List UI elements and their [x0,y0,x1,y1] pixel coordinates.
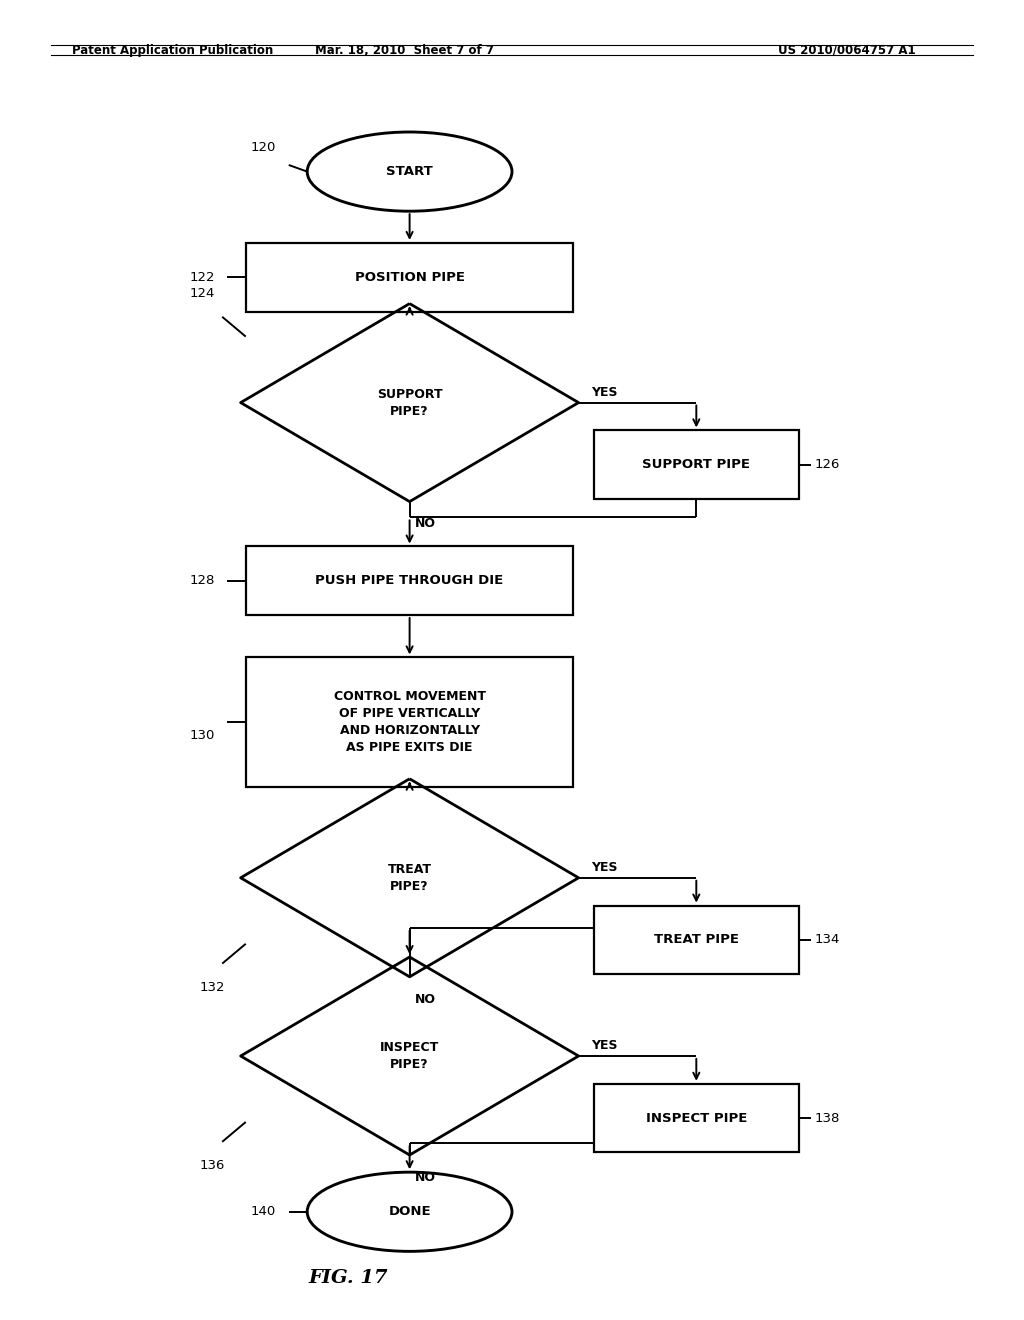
Bar [594,906,799,974]
Text: POSITION PIPE: POSITION PIPE [354,271,465,284]
Polygon shape [241,304,579,502]
Text: 132: 132 [200,981,225,994]
Text: INSPECT
PIPE?: INSPECT PIPE? [380,1041,439,1071]
Text: Mar. 18, 2010  Sheet 7 of 7: Mar. 18, 2010 Sheet 7 of 7 [315,44,494,57]
Text: NO: NO [415,1171,436,1184]
Text: TREAT
PIPE?: TREAT PIPE? [388,863,431,892]
Ellipse shape [307,1172,512,1251]
Text: 124: 124 [189,286,215,300]
Text: 122: 122 [189,271,215,284]
Polygon shape [241,779,579,977]
Polygon shape [241,957,579,1155]
Text: YES: YES [591,861,617,874]
Text: NO: NO [415,993,436,1006]
Text: PUSH PIPE THROUGH DIE: PUSH PIPE THROUGH DIE [315,574,504,587]
Text: CONTROL MOVEMENT
OF PIPE VERTICALLY
AND HORIZONTALLY
AS PIPE EXITS DIE: CONTROL MOVEMENT OF PIPE VERTICALLY AND … [334,690,485,754]
Bar [594,430,799,499]
Text: TREAT PIPE: TREAT PIPE [653,933,739,946]
Text: US 2010/0064757 A1: US 2010/0064757 A1 [778,44,915,57]
Text: YES: YES [591,1039,617,1052]
Text: Patent Application Publication: Patent Application Publication [72,44,273,57]
Text: 128: 128 [189,574,215,587]
Text: DONE: DONE [388,1205,431,1218]
Text: YES: YES [591,385,617,399]
Text: 130: 130 [189,729,215,742]
Text: INSPECT PIPE: INSPECT PIPE [646,1111,746,1125]
Text: 126: 126 [814,458,840,471]
Bar [246,546,573,615]
Bar [594,1084,799,1152]
Text: 120: 120 [251,141,276,154]
Bar [246,657,573,787]
Text: 134: 134 [814,933,840,946]
Text: SUPPORT
PIPE?: SUPPORT PIPE? [377,388,442,417]
Text: NO: NO [415,517,436,531]
Text: 138: 138 [814,1111,840,1125]
Text: START: START [386,165,433,178]
Bar [246,243,573,312]
Text: FIG. 17: FIG. 17 [308,1269,388,1287]
Ellipse shape [307,132,512,211]
Text: 140: 140 [251,1205,276,1218]
Text: SUPPORT PIPE: SUPPORT PIPE [642,458,751,471]
Text: 136: 136 [200,1159,225,1172]
